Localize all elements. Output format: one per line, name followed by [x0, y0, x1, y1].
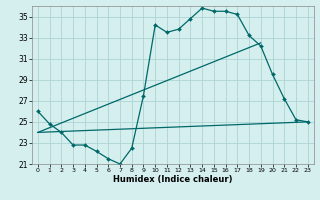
- X-axis label: Humidex (Indice chaleur): Humidex (Indice chaleur): [113, 175, 233, 184]
